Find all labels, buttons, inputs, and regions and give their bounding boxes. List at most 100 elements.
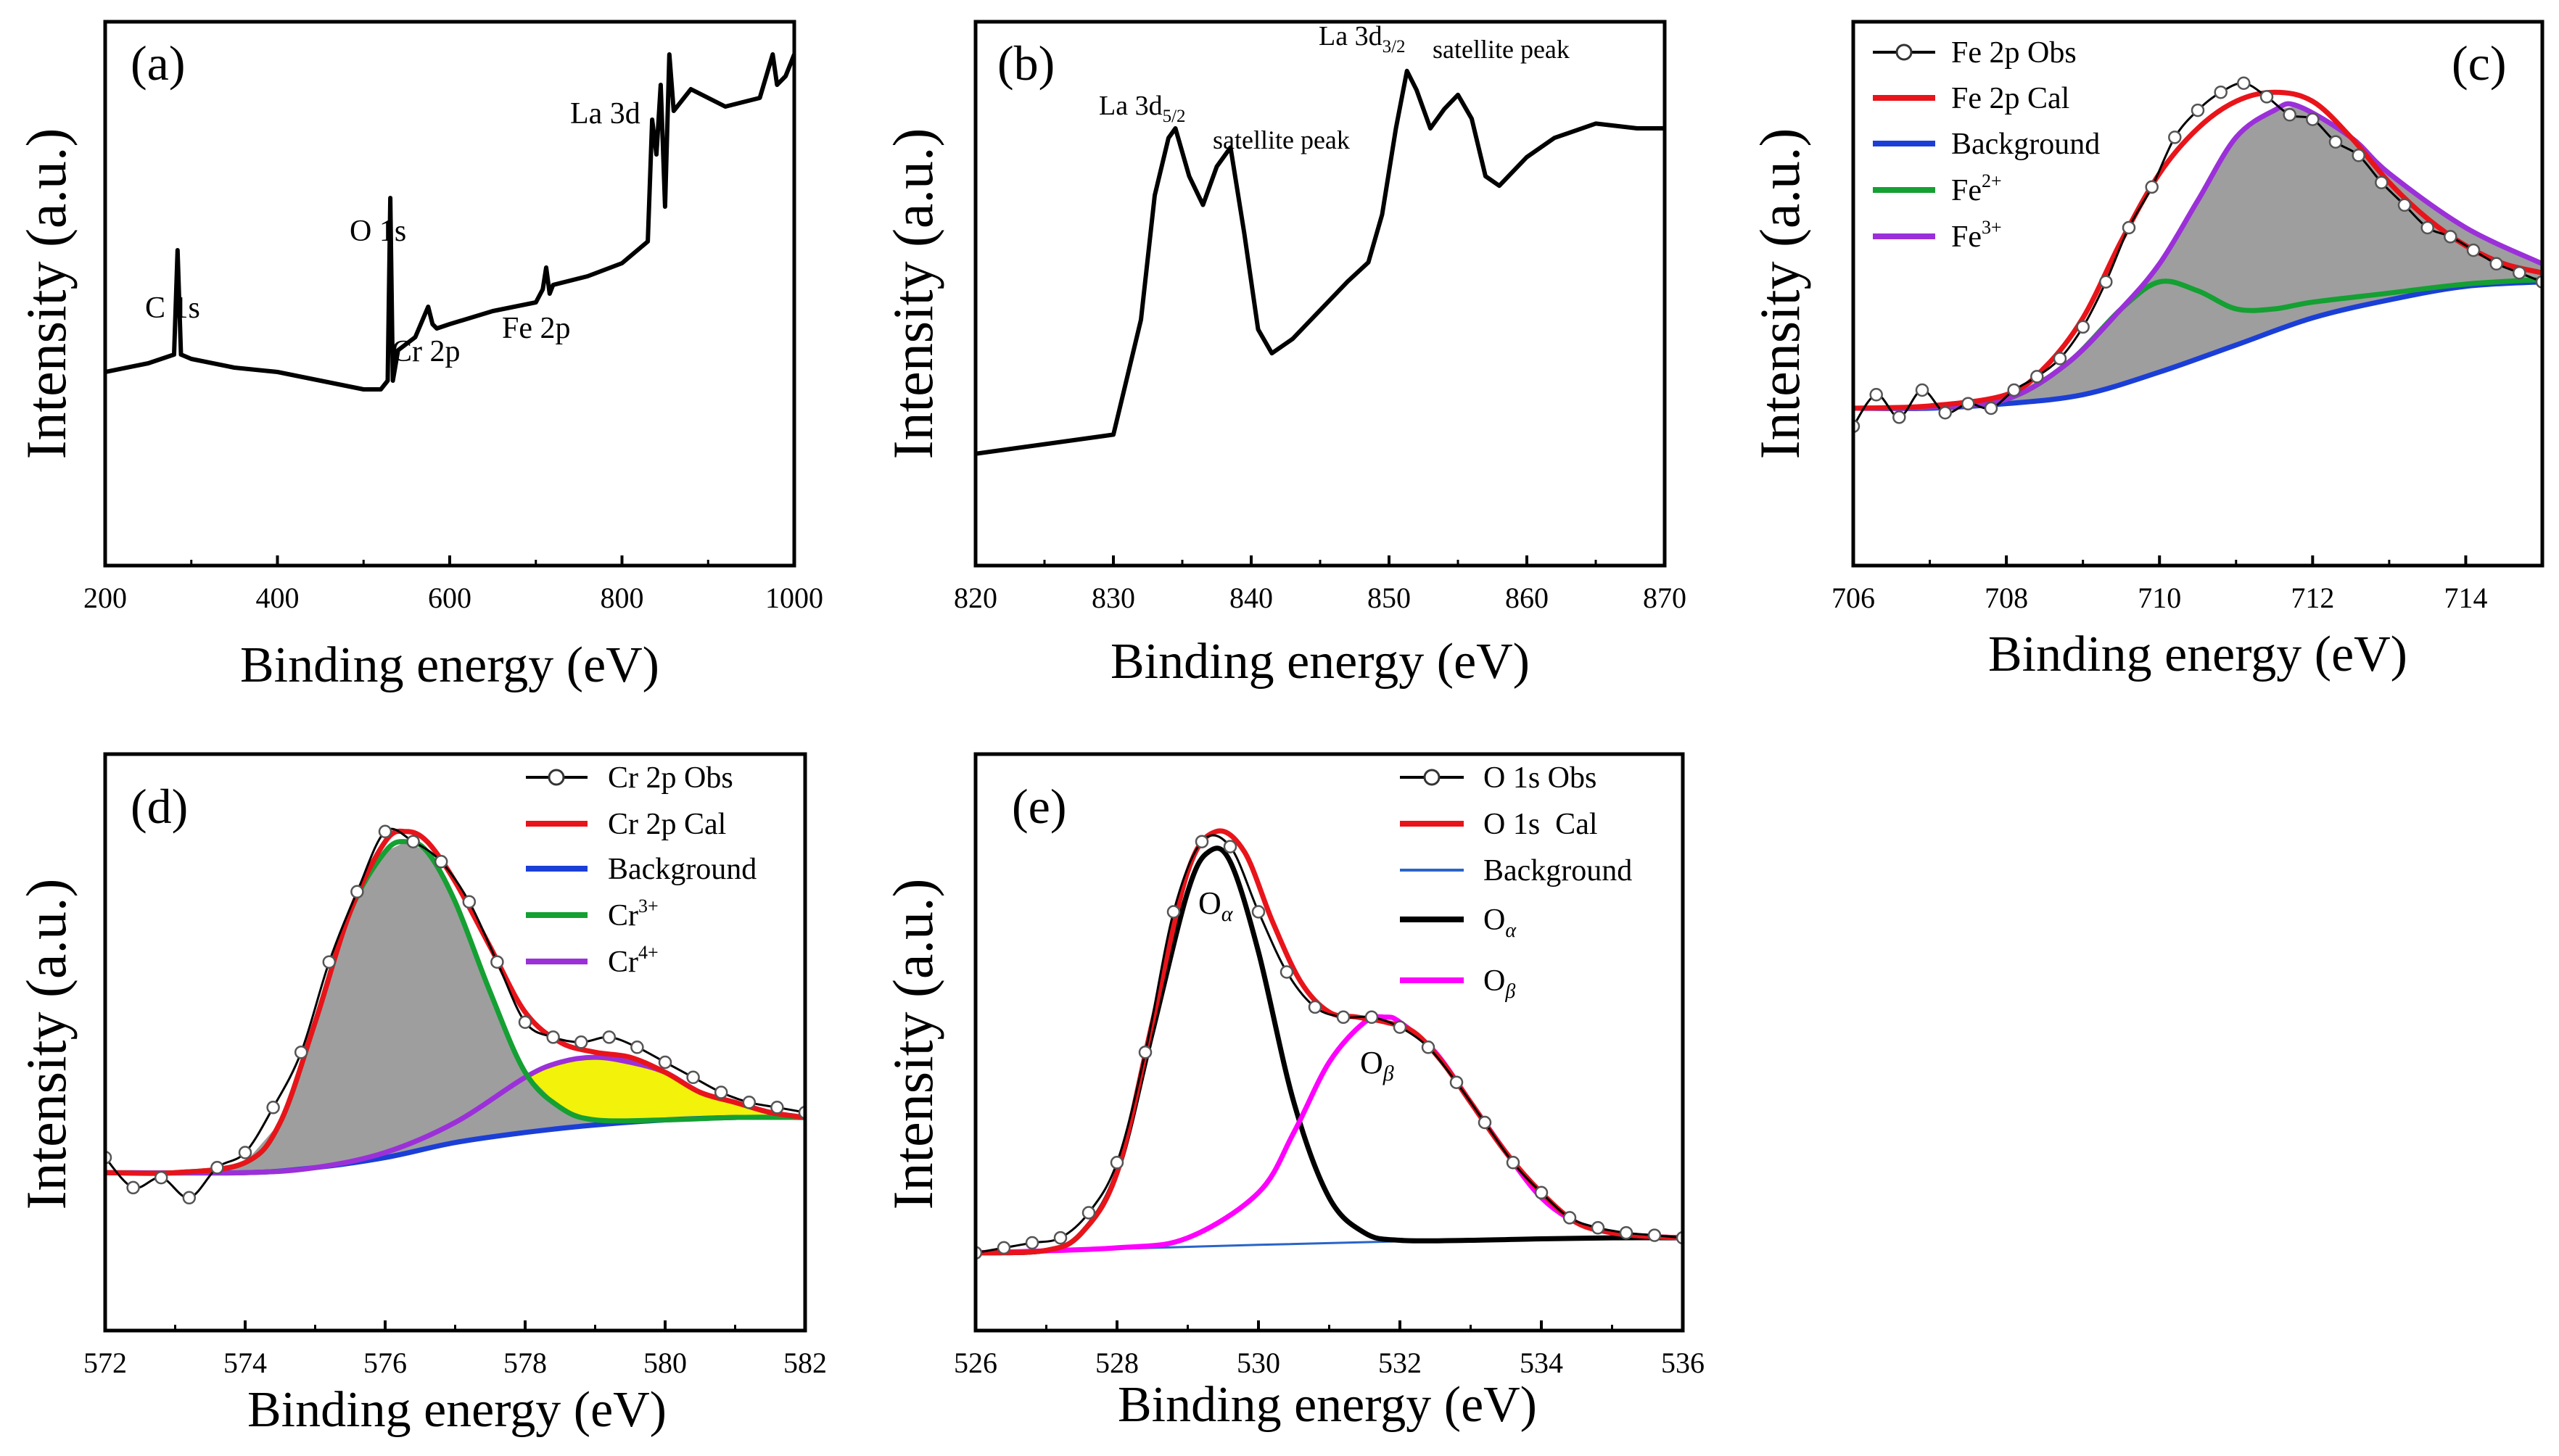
panel-e-obs-point (1449, 1075, 1464, 1089)
panel-c-obs-point (2489, 257, 2503, 271)
panel-b-xtick-label-3: 850 (1367, 582, 1411, 614)
legend-c-cal: Fe 2p Cal (1873, 82, 2069, 115)
panel-d-obs-point (126, 1180, 140, 1195)
panel-c-obs-point (1892, 410, 1906, 424)
legend-c-obs-text: Fe 2p Obs (1951, 36, 2077, 70)
annotation-o-beta: Oβ (1360, 1045, 1394, 1085)
panel-c-obs-point (2352, 149, 2365, 162)
panel-c-obs-point (2259, 90, 2274, 104)
legend-c-fe3-text: Fe3+ (1951, 217, 2002, 254)
legend-d-obs: Cr 2p Obs (526, 761, 733, 795)
panel-e-obs-point (1195, 835, 1209, 848)
legend-c-fe3-sup: 3+ (1982, 217, 2002, 238)
panel-e-legend: O 1s Obs O 1s Cal Background Oα Oβ (1400, 761, 1632, 1003)
panel-d-area-2 (105, 842, 805, 1173)
panel-d-obs-point (294, 1045, 308, 1059)
panel-e-obs-point (997, 1241, 1011, 1255)
panel-a-xlabel: Binding energy (eV) (240, 637, 659, 693)
panel-c-obs-point (2444, 230, 2457, 244)
legend-c-obs: Fe 2p Obs (1873, 36, 2077, 70)
panel-e-obs-point (1506, 1156, 1520, 1170)
panel-c-obs-point (2214, 85, 2228, 99)
panel-d-obs-point (714, 1085, 728, 1099)
panel-c-plot (1853, 76, 2542, 434)
panel-e-line-o- (976, 845, 1683, 1256)
panel-c-ylabel: Intensity (a.u.) (1748, 128, 1811, 459)
panel-d-obs-point (770, 1101, 784, 1114)
legend-e-oa-text: Oα (1483, 903, 1517, 942)
annotation-satellite-2: satellite peak (1433, 35, 1570, 64)
panel-c-line-fe3- (1853, 101, 2542, 411)
panel-d-xtick-label-5: 582 (783, 1347, 827, 1379)
panel-d-line-cr-2p-cal (105, 828, 805, 1176)
panel-c-line-fe-2p-cal (1853, 89, 2542, 411)
panel-b-xtick-label-5: 870 (1643, 582, 1686, 614)
panel-b-xtick-label-2: 840 (1229, 582, 1273, 614)
panel-b-xtick-label-0: 820 (954, 582, 997, 614)
panel-e: 526 528 530 532 534 536 O 1s Obs O 1s Cal Bac… (881, 752, 1705, 1433)
panel-e-obs-point (1393, 1020, 1407, 1034)
panel-d-xtick-label-1: 574 (223, 1347, 267, 1379)
panel-d-ticks: 572 574 576 578 580 582 (83, 1320, 827, 1379)
panel-d-obs-point (630, 1041, 644, 1054)
panel-d-obs-point (182, 1191, 197, 1205)
panel-e-obs-point (1110, 1156, 1124, 1170)
panel-e-xtick-label-5: 536 (1661, 1347, 1705, 1379)
panel-c-area-2 (1853, 106, 2542, 408)
panel-e-obs-point (1053, 1230, 1068, 1245)
panel-c-obs-point (2466, 243, 2481, 257)
panel-b-frame (973, 20, 1667, 568)
panel-e-obs-point (1562, 1211, 1577, 1225)
panel-e-obs-point (1025, 1236, 1039, 1250)
panel-a-frame (103, 20, 796, 568)
panel-e-ylabel: Intensity (a.u.) (881, 878, 944, 1209)
panel-b-xlabel: Binding energy (eV) (1110, 634, 1530, 690)
panel-c-obs-point (2053, 352, 2067, 365)
panel-c-label: (c) (2452, 36, 2506, 91)
panel-c-obs-point (2168, 131, 2182, 144)
annotation-satellite-1: satellite peak (1213, 125, 1350, 154)
legend-d-cr3-main: Cr (608, 899, 638, 932)
legend-e-ob-main: O (1483, 964, 1505, 998)
legend-d-obs-text: Cr 2p Obs (608, 761, 733, 795)
panel-d-obs-point (686, 1070, 700, 1085)
panel-d-obs-point (742, 1096, 757, 1109)
panel-e-obs-point (1280, 965, 1294, 979)
panel-a-line-survey (105, 52, 794, 392)
panel-d-obs-point (658, 1055, 672, 1070)
panel-c-obs-point (1915, 383, 1929, 397)
panel-c-xtick-label-1: 708 (1985, 582, 2028, 614)
panel-e-xtick-label-1: 528 (1095, 1347, 1139, 1379)
panel-c-obs-point (1869, 388, 1883, 402)
panel-c-obs-point (1984, 401, 1998, 415)
legend-d-cr3: Cr3+ (526, 895, 659, 932)
panel-d-label: (d) (131, 779, 188, 834)
legend-e-oa: Oα (1400, 903, 1517, 942)
panel-a-xtick-label-2: 600 (428, 582, 471, 614)
annotation-o-alpha-sub: α (1221, 902, 1234, 926)
legend-e-cal: O 1s Cal (1400, 808, 1598, 841)
panel-d-obs-point (462, 895, 477, 909)
panel-a-ylabel: Intensity (a.u.) (15, 128, 78, 459)
panel-c-obs-point (2283, 108, 2296, 122)
panel-d-obs-point (210, 1161, 224, 1175)
panel-e-obs-point (1591, 1221, 1605, 1235)
legend-c-fe2: Fe2+ (1873, 170, 2002, 207)
panel-c-obs-point (2030, 370, 2044, 384)
panel-c-ticks: 706 708 710 712 714 (1831, 555, 2487, 614)
legend-d-cr4-sup: 4+ (638, 942, 659, 963)
panel-b-xtick-label-1: 830 (1092, 582, 1135, 614)
legend-d-cal-text: Cr 2p Cal (608, 808, 726, 841)
panel-d-obs-point (322, 955, 337, 969)
panel-c-obs-point (2513, 265, 2526, 280)
legend-d-cr3-text: Cr3+ (608, 895, 659, 932)
legend-e-ob: Oβ (1400, 964, 1515, 1003)
panel-d-obs-point (518, 1015, 532, 1029)
annotation-o-beta-sub: β (1382, 1062, 1394, 1085)
panel-c-obs-point (2099, 275, 2113, 289)
panel-e-obs-point (1534, 1186, 1549, 1200)
legend-e-oa-sub: α (1505, 919, 1517, 942)
legend-e-oa-main: O (1483, 903, 1505, 937)
panel-d-xlabel: Binding energy (eV) (247, 1382, 667, 1438)
panel-d-obs-point (490, 955, 504, 969)
